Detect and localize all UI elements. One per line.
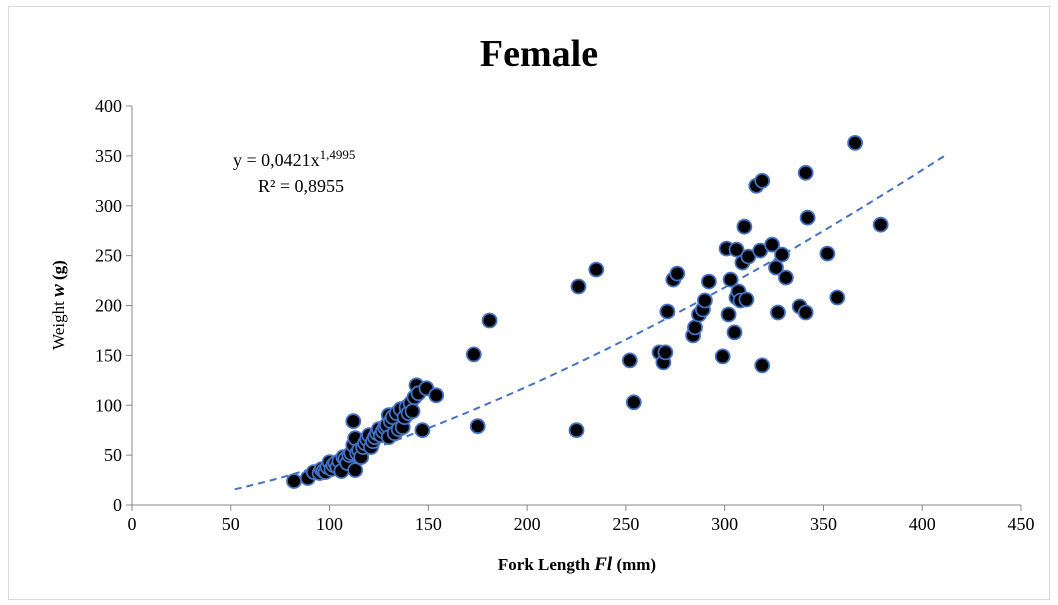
data-point <box>481 312 498 329</box>
data-point <box>669 265 686 282</box>
data-point <box>345 413 362 430</box>
y-axis-label-prefix: Weight <box>49 297 68 350</box>
chart-title: Female <box>480 33 598 75</box>
y-tick-label: 200 <box>95 296 122 316</box>
y-axis-label: Weight w (g) <box>48 260 69 350</box>
x-axis-label-prefix: Fork Length <box>498 555 594 574</box>
data-point <box>799 209 816 226</box>
data-point <box>720 306 737 323</box>
data-point <box>568 422 585 439</box>
data-point <box>414 422 431 439</box>
trendline-curve <box>234 154 947 491</box>
x-tick-label: 300 <box>711 514 738 534</box>
data-point <box>819 245 836 262</box>
x-tick-label: 250 <box>612 514 639 534</box>
data-point <box>404 403 421 420</box>
data-point <box>657 344 674 361</box>
y-axis-label-symbol: w <box>48 284 69 297</box>
x-tick-label: 350 <box>810 514 837 534</box>
data-point <box>768 259 784 276</box>
x-tick-label: 450 <box>1008 514 1035 534</box>
x-tick-label: 150 <box>415 514 442 534</box>
data-point <box>428 387 445 404</box>
y-tick-label: 250 <box>95 246 122 266</box>
data-point <box>829 289 846 306</box>
x-axis-label-suffix: (mm) <box>612 555 656 574</box>
x-axis-label-symbol: Fl <box>593 554 613 575</box>
data-point <box>722 271 739 288</box>
data-point <box>778 269 794 286</box>
x-axis-label: Fork Length Fl (mm) <box>498 554 656 575</box>
data-point <box>588 261 605 278</box>
data-points <box>286 134 889 490</box>
axes: 0 50 100 150 200 250 300 350 400 0 50 100 150 200 250 3… <box>95 96 1035 534</box>
data-point <box>738 291 755 308</box>
data-point <box>687 319 703 336</box>
x-tick-label: 400 <box>909 514 936 534</box>
data-point <box>286 473 302 490</box>
data-point <box>797 164 814 181</box>
equation-base: y = 0,0421x <box>233 150 320 170</box>
equation-exponent: 1,4995 <box>320 147 356 162</box>
y-tick-label: 0 <box>113 495 122 515</box>
data-point <box>726 324 743 341</box>
data-point <box>625 394 642 411</box>
data-point <box>621 352 638 369</box>
data-point <box>701 273 717 290</box>
y-tick-label: 350 <box>95 146 122 166</box>
data-point <box>847 134 863 151</box>
data-point <box>754 172 771 189</box>
x-tick-label: 50 <box>222 514 240 534</box>
y-tick-label: 300 <box>95 196 122 216</box>
y-tick-label: 50 <box>104 445 122 465</box>
data-point <box>754 357 771 374</box>
y-tick-label: 150 <box>95 345 122 365</box>
x-tick-label: 0 <box>128 514 137 534</box>
data-point <box>714 348 731 365</box>
data-point <box>697 292 713 309</box>
data-point <box>570 278 587 295</box>
data-point <box>797 304 814 321</box>
trendline <box>234 154 947 491</box>
data-point <box>764 236 780 253</box>
data-point <box>469 418 486 435</box>
data-point <box>659 303 676 320</box>
y-tick-label: 400 <box>95 96 122 116</box>
data-point <box>465 346 482 363</box>
data-point <box>728 241 745 258</box>
data-point <box>736 218 753 235</box>
trendline-equation: y = 0,0421x1,4995 <box>233 147 355 170</box>
data-point <box>872 216 889 233</box>
x-tick-label: 200 <box>514 514 541 534</box>
y-axis-label-suffix: (g) <box>49 260 68 284</box>
y-tick-label: 100 <box>95 395 122 415</box>
data-point <box>774 246 790 263</box>
data-point <box>347 462 364 479</box>
chart-frame <box>8 6 1050 600</box>
x-tick-label: 100 <box>316 514 343 534</box>
r-squared-label: R² = 0,8955 <box>258 176 344 196</box>
data-point <box>770 304 786 321</box>
